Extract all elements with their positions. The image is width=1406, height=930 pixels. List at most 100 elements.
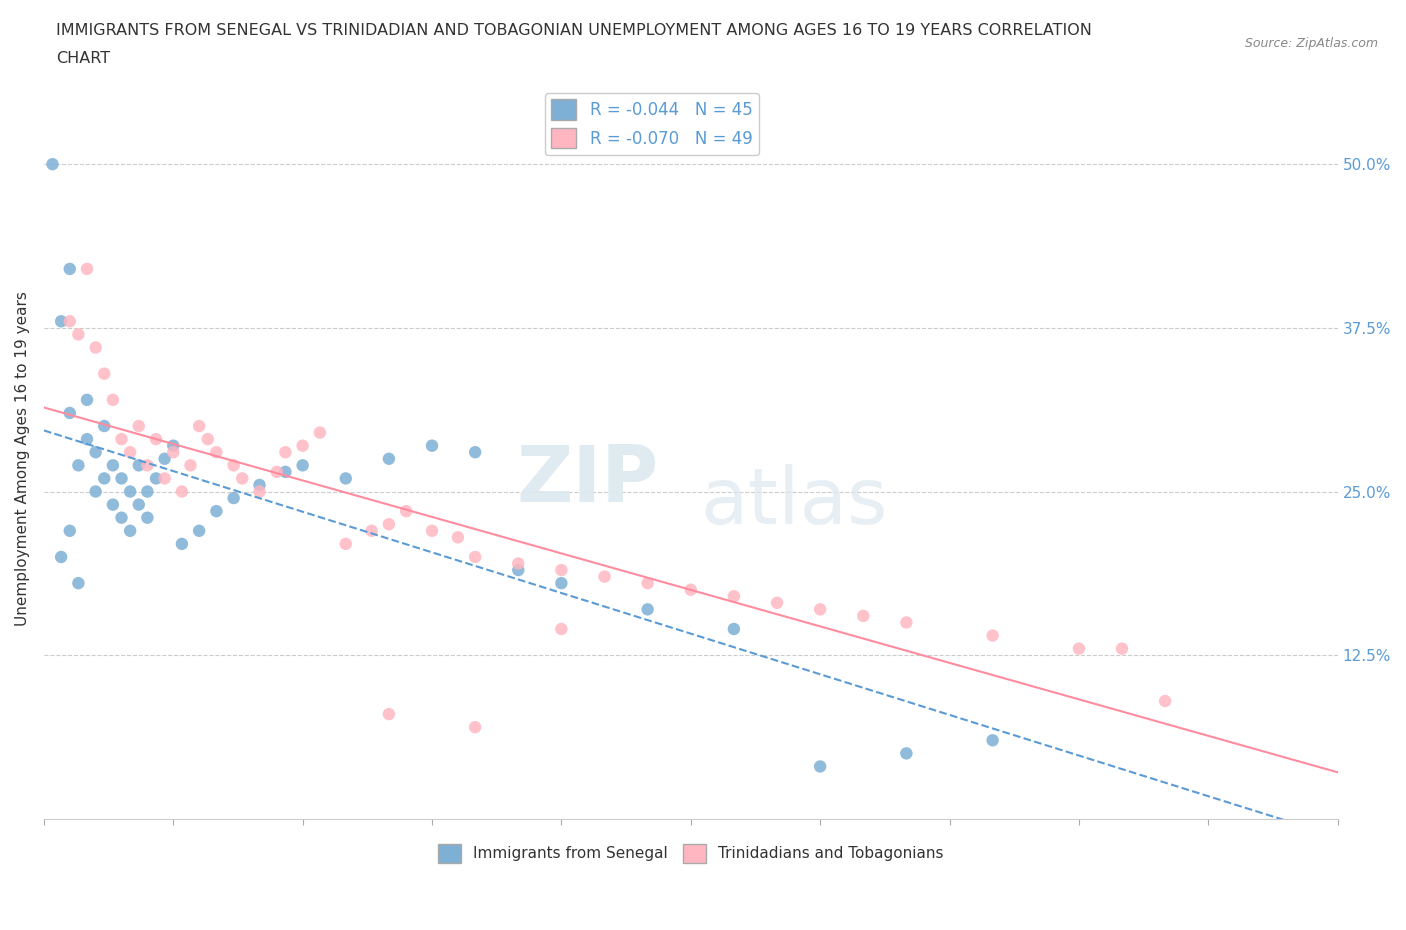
Point bbox=[723, 589, 745, 604]
Point bbox=[101, 392, 124, 407]
Text: ZIP: ZIP bbox=[516, 443, 658, 518]
Point bbox=[808, 602, 831, 617]
Point bbox=[180, 458, 202, 472]
Point bbox=[197, 432, 219, 446]
Point bbox=[291, 438, 314, 453]
Point bbox=[378, 517, 401, 532]
Point bbox=[93, 366, 115, 381]
Point bbox=[136, 485, 159, 499]
Point bbox=[550, 576, 572, 591]
Point bbox=[222, 491, 245, 506]
Text: CHART: CHART bbox=[56, 51, 110, 66]
Point bbox=[188, 418, 211, 433]
Text: IMMIGRANTS FROM SENEGAL VS TRINIDADIAN AND TOBAGONIAN UNEMPLOYMENT AMONG AGES 16: IMMIGRANTS FROM SENEGAL VS TRINIDADIAN A… bbox=[56, 23, 1092, 38]
Point bbox=[464, 550, 486, 565]
Point bbox=[550, 563, 572, 578]
Point bbox=[120, 485, 142, 499]
Point bbox=[464, 445, 486, 459]
Text: atlas: atlas bbox=[700, 464, 889, 540]
Point bbox=[205, 445, 228, 459]
Point bbox=[896, 615, 918, 630]
Point bbox=[145, 432, 167, 446]
Point bbox=[84, 485, 107, 499]
Point bbox=[67, 576, 90, 591]
Legend: Immigrants from Senegal, Trinidadians and Tobagonians: Immigrants from Senegal, Trinidadians an… bbox=[432, 838, 950, 869]
Point bbox=[76, 261, 98, 276]
Point bbox=[291, 458, 314, 472]
Point bbox=[41, 157, 63, 172]
Point bbox=[67, 458, 90, 472]
Point bbox=[679, 582, 702, 597]
Point bbox=[896, 746, 918, 761]
Point bbox=[508, 563, 530, 578]
Point bbox=[360, 524, 382, 538]
Point bbox=[59, 405, 82, 420]
Point bbox=[1154, 694, 1177, 709]
Point bbox=[274, 464, 297, 479]
Point bbox=[981, 628, 1004, 643]
Point bbox=[67, 327, 90, 342]
Point bbox=[335, 537, 357, 551]
Point bbox=[981, 733, 1004, 748]
Point bbox=[120, 445, 142, 459]
Point bbox=[101, 458, 124, 472]
Point bbox=[49, 313, 72, 328]
Point bbox=[84, 445, 107, 459]
Point bbox=[59, 524, 82, 538]
Point bbox=[395, 504, 418, 519]
Point bbox=[128, 498, 150, 512]
Point bbox=[170, 485, 193, 499]
Text: Source: ZipAtlas.com: Source: ZipAtlas.com bbox=[1244, 37, 1378, 50]
Point bbox=[170, 537, 193, 551]
Point bbox=[464, 720, 486, 735]
Point bbox=[378, 707, 401, 722]
Point bbox=[266, 464, 288, 479]
Point bbox=[593, 569, 616, 584]
Point bbox=[145, 471, 167, 485]
Point bbox=[309, 425, 332, 440]
Point bbox=[59, 313, 82, 328]
Point bbox=[188, 524, 211, 538]
Point bbox=[420, 524, 443, 538]
Point bbox=[249, 477, 271, 492]
Point bbox=[120, 524, 142, 538]
Point bbox=[76, 432, 98, 446]
Point bbox=[274, 445, 297, 459]
Point bbox=[59, 261, 82, 276]
Point bbox=[136, 511, 159, 525]
Point bbox=[128, 458, 150, 472]
Point bbox=[205, 504, 228, 519]
Point bbox=[852, 608, 875, 623]
Point bbox=[637, 602, 659, 617]
Point bbox=[508, 556, 530, 571]
Point bbox=[550, 621, 572, 636]
Point bbox=[110, 432, 132, 446]
Point bbox=[110, 511, 132, 525]
Point bbox=[136, 458, 159, 472]
Point bbox=[231, 471, 253, 485]
Point bbox=[162, 445, 184, 459]
Point bbox=[723, 621, 745, 636]
Y-axis label: Unemployment Among Ages 16 to 19 years: Unemployment Among Ages 16 to 19 years bbox=[15, 291, 30, 626]
Point bbox=[128, 418, 150, 433]
Point bbox=[76, 392, 98, 407]
Point bbox=[101, 498, 124, 512]
Point bbox=[335, 471, 357, 485]
Point bbox=[153, 451, 176, 466]
Point bbox=[378, 451, 401, 466]
Point bbox=[1111, 641, 1133, 656]
Point bbox=[49, 550, 72, 565]
Point bbox=[110, 471, 132, 485]
Point bbox=[249, 485, 271, 499]
Point bbox=[1067, 641, 1090, 656]
Point bbox=[420, 438, 443, 453]
Point bbox=[153, 471, 176, 485]
Point bbox=[808, 759, 831, 774]
Point bbox=[222, 458, 245, 472]
Point bbox=[84, 340, 107, 355]
Point bbox=[447, 530, 470, 545]
Point bbox=[637, 576, 659, 591]
Point bbox=[93, 471, 115, 485]
Point bbox=[93, 418, 115, 433]
Point bbox=[162, 438, 184, 453]
